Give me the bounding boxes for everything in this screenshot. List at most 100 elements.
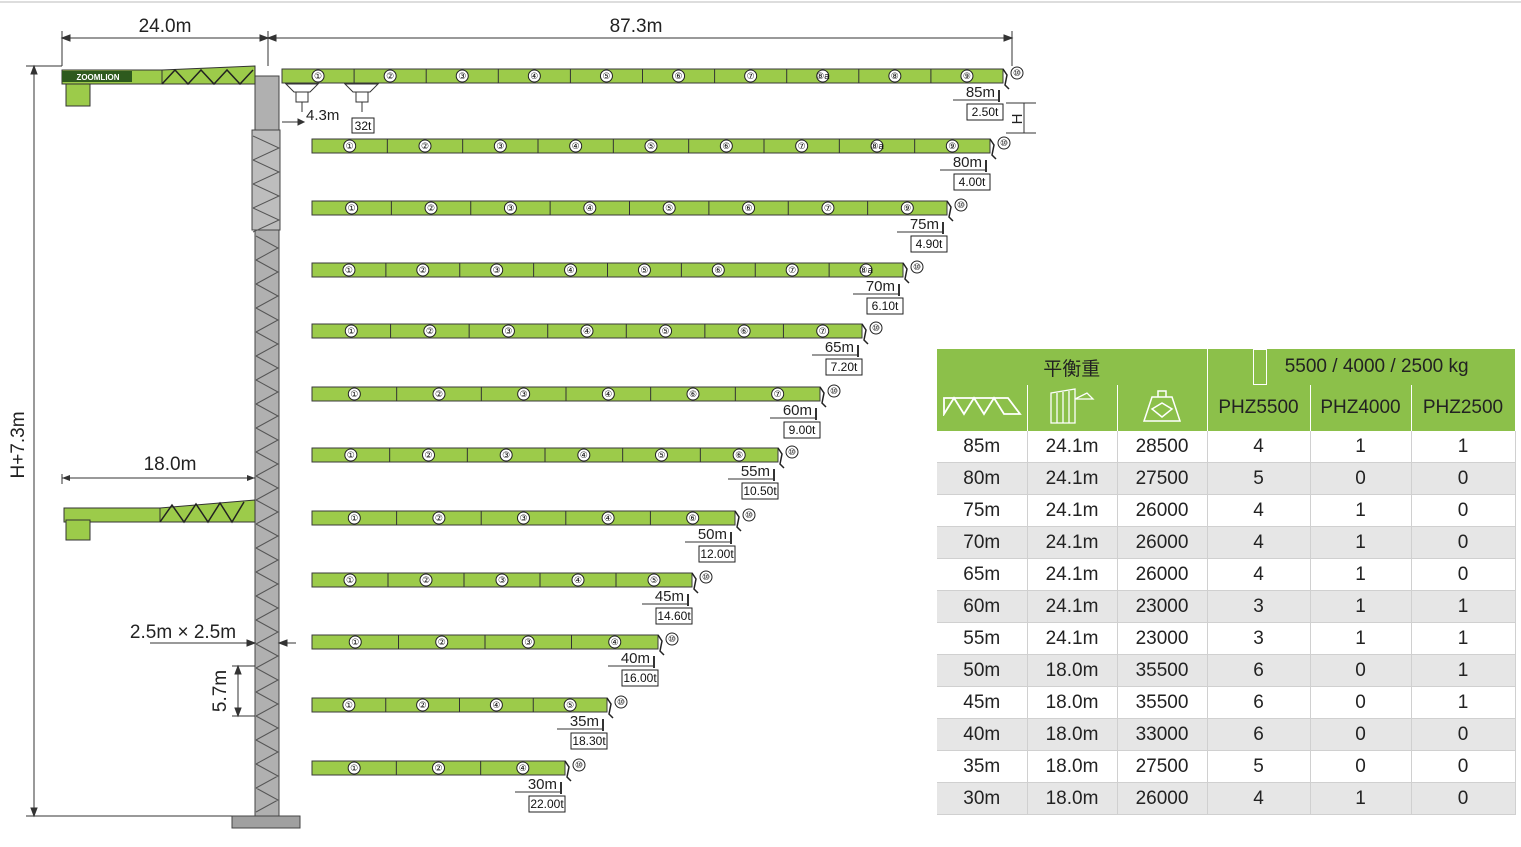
section-marker — [795, 139, 809, 153]
jib-60m: ① ② ③ ④ ⑥ ⑦ ⑩ 60m 9.00t — [311, 384, 841, 439]
jib-length-label: 75m — [910, 216, 939, 233]
section-marker — [771, 387, 785, 401]
top-dimensions — [60, 31, 1014, 66]
section-marker — [342, 698, 356, 712]
section-marker — [672, 69, 686, 83]
jib-length-label: 80m — [953, 154, 982, 171]
max-load: 32t — [355, 119, 372, 133]
table-cell-c: 1 — [1411, 431, 1516, 463]
section-marker — [455, 69, 469, 83]
table-cell-jib: 50m — [937, 654, 1028, 687]
tip-load-label: 4.90t — [916, 237, 943, 251]
section-marker — [343, 139, 357, 153]
jib-35m: ① ② ④ ⑤ ⑩ 35m 18.30t — [311, 695, 628, 750]
jib-55m: ① ② ③ ④ ⑤ ⑥ ⑩ 55m 10.50t — [311, 445, 799, 500]
section-marker — [742, 201, 756, 215]
tip-load-label: 16.00t — [623, 671, 657, 685]
jib-80m: ① ② ③ ④ ⑤ ⑥ ⑦ ⑧a ⑨ ⑩ 80m 4.00t — [311, 136, 1011, 191]
section-number: ① — [350, 763, 358, 773]
section-marker — [686, 511, 700, 525]
section-number: ③ — [504, 326, 512, 336]
max-load-box — [351, 117, 375, 134]
jib-65m: ① ② ③ ④ ⑤ ⑥ ⑦ ⑩ 65m 7.20t — [311, 321, 883, 376]
section-marker — [601, 511, 615, 525]
table-cell-a: 4 — [1207, 494, 1311, 527]
counter-jib-dimension: 24.0m — [139, 16, 192, 37]
table-cell-c: 0 — [1411, 494, 1516, 527]
section-marker — [744, 69, 758, 83]
section-number: ⑤ — [662, 326, 670, 336]
table-cell-cj: 18.0m — [1027, 750, 1118, 783]
table-cell-c: 1 — [1411, 622, 1516, 655]
section-marker — [527, 69, 541, 83]
section-marker — [347, 387, 361, 401]
blocks-header: 5500 / 4000 / 2500 kg — [1207, 349, 1516, 385]
table-cell-jib: 35m — [937, 750, 1028, 783]
table-cell-b: 1 — [1310, 622, 1412, 655]
section-number: ③ — [506, 203, 514, 213]
col-phz2500: PHZ2500 — [1411, 385, 1516, 431]
table-cell-a: 6 — [1207, 718, 1311, 751]
section-number: ⑤ — [665, 203, 673, 213]
section-number: ② — [422, 575, 430, 585]
table-cell-c: 1 — [1411, 686, 1516, 719]
section-number: ② — [435, 389, 443, 399]
table-row: 40m 18.0m 33000 6 0 0 — [937, 718, 1516, 751]
table-cell-cj: 24.1m — [1027, 494, 1118, 527]
section-number: ① — [347, 326, 355, 336]
section-number: ④ — [574, 575, 582, 585]
section-number: ② — [386, 71, 394, 81]
mast-section-dimension-line — [150, 639, 296, 647]
section-marker — [659, 324, 673, 338]
hook-height-label: H — [1009, 114, 1026, 125]
tip-load-label: 12.00t — [700, 547, 734, 561]
section-number: ⑥ — [714, 265, 722, 275]
tip-number: ⑩ — [575, 760, 583, 770]
section-marker — [608, 635, 622, 649]
tip-load-label: 2.50t — [972, 105, 999, 119]
section-marker — [569, 139, 583, 153]
jib-length-label: 40m — [621, 650, 650, 667]
section-marker — [662, 201, 676, 215]
tip-load-label: 10.50t — [743, 484, 777, 498]
table-row: 30m 18.0m 26000 4 1 0 — [937, 782, 1516, 815]
tip-number: ⑩ — [830, 386, 838, 396]
section-number: ⑤ — [640, 265, 648, 275]
section-number: ⑧ — [891, 71, 899, 81]
section-marker — [422, 448, 435, 462]
table-cell-kg: 33000 — [1117, 718, 1208, 751]
table-row: 75m 24.1m 26000 4 1 0 — [937, 494, 1516, 527]
section-number: ③ — [520, 389, 528, 399]
tip-number: ⑩ — [668, 634, 676, 644]
table-cell-cj: 18.0m — [1027, 782, 1118, 815]
table-cell-jib: 30m — [937, 782, 1028, 815]
section-number: ② — [424, 450, 432, 460]
section-marker — [503, 201, 517, 215]
blocks-header-text: 5500 / 4000 / 2500 kg — [1284, 356, 1469, 377]
table-cell-a: 6 — [1207, 686, 1311, 719]
section-number: ④ — [604, 513, 612, 523]
section-number: ③ — [496, 141, 504, 151]
section-marker — [432, 761, 445, 775]
section-marker — [900, 201, 914, 215]
table-cell-b: 1 — [1310, 590, 1412, 623]
table-cell-a: 6 — [1207, 654, 1311, 687]
jib-length-label: 55m — [741, 463, 770, 480]
tip-load-label: 22.00t — [530, 797, 564, 811]
section-marker — [516, 761, 530, 775]
section-marker — [599, 69, 613, 83]
table-cell-b: 0 — [1310, 654, 1412, 687]
section-number: ③ — [502, 450, 510, 460]
jib-70m: ① ② ③ ④ ⑤ ⑥ ⑦ ⑧a ⑩ 70m 6.10t — [311, 260, 924, 315]
table-cell-jib: 85m — [937, 431, 1028, 463]
table-cell-jib: 40m — [937, 718, 1028, 751]
section-marker — [785, 263, 799, 277]
tip-load-label: 6.10t — [872, 299, 899, 313]
section-marker — [501, 324, 515, 338]
section-marker — [816, 69, 830, 83]
tip-marker — [572, 758, 586, 772]
section-number: ④ — [583, 326, 591, 336]
section-marker — [563, 698, 577, 712]
table-cell-jib: 75m — [937, 494, 1028, 527]
